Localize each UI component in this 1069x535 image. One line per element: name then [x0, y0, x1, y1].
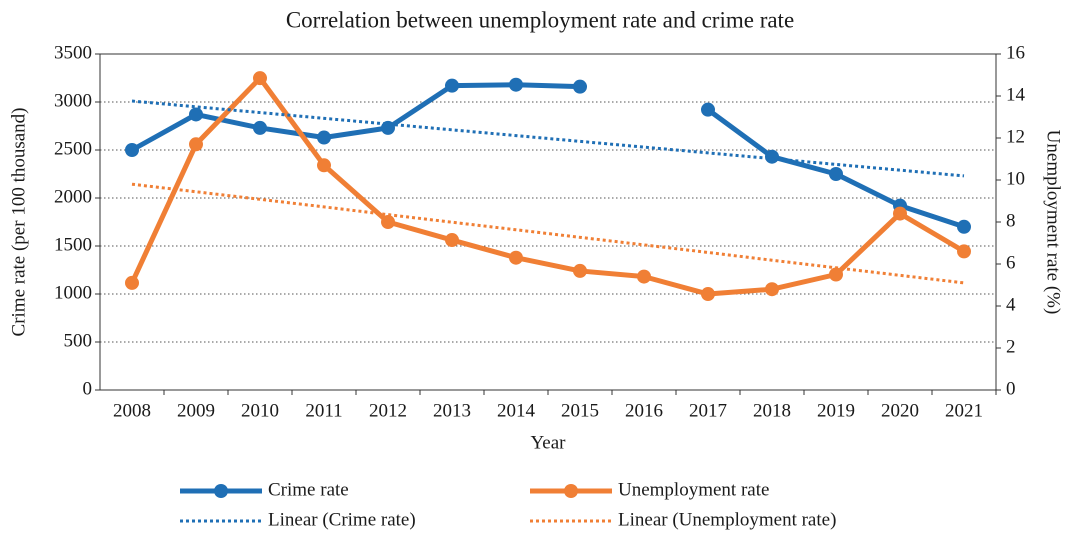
- y-tick-label: 3000: [54, 90, 92, 111]
- point: [957, 219, 971, 234]
- series-line: [130, 82, 965, 230]
- x-tick-label: 2014: [497, 400, 536, 421]
- legend-label: Linear (Unemployment rate): [618, 509, 836, 530]
- x-tick-label: 2009: [177, 400, 215, 421]
- point: [509, 77, 523, 92]
- point: [701, 287, 715, 302]
- x-tick-label: 2017: [689, 400, 727, 421]
- point: [573, 263, 587, 278]
- y-tick-label: 500: [64, 330, 93, 351]
- y2-tick-label: 16: [1006, 42, 1025, 63]
- y2-tick-label: 6: [1006, 252, 1016, 273]
- y2-tick-label: 12: [1006, 126, 1025, 147]
- chart-title: Correlation between unemployment rate an…: [286, 7, 794, 32]
- point: [125, 143, 139, 157]
- x-tick-label: 2019: [817, 400, 855, 421]
- point: [829, 167, 843, 181]
- trend-line: [131, 99, 965, 178]
- y2-tick-label: 8: [1006, 210, 1016, 231]
- x-tick-label: 2018: [753, 400, 791, 421]
- y2-tick-label: 14: [1006, 84, 1026, 105]
- series-line: [129, 75, 966, 297]
- point: [445, 233, 459, 248]
- point: [253, 71, 267, 86]
- point: [957, 244, 971, 259]
- point: [829, 267, 843, 282]
- trend-line: [131, 182, 965, 285]
- point: [189, 137, 203, 152]
- x-tick-label: 2021: [945, 400, 983, 421]
- x-tick-label: 2011: [305, 400, 342, 421]
- point: [317, 130, 331, 145]
- x-tick-label: 2020: [881, 400, 919, 421]
- point: [125, 275, 139, 290]
- point: [893, 206, 907, 221]
- point: [189, 107, 203, 122]
- x-tick-label: 2013: [433, 400, 471, 421]
- point: [253, 120, 267, 135]
- y-tick-label: 1000: [54, 282, 92, 303]
- y-tick-label: 3500: [54, 42, 92, 63]
- point: [765, 149, 779, 164]
- legend-label: Crime rate: [268, 479, 349, 500]
- y-tick-label: 1500: [54, 234, 92, 255]
- point: [701, 102, 715, 117]
- point: [445, 78, 459, 93]
- y2-tick-label: 10: [1006, 168, 1025, 189]
- y-axis-label: Crime rate (per 100 thousand): [8, 108, 29, 337]
- y-tick-label: 2500: [54, 138, 92, 159]
- y-tick-label: 0: [83, 378, 93, 399]
- y2-axis-label: Unemployment rate (%): [1043, 130, 1064, 315]
- legend-marker: [214, 484, 228, 498]
- x-axis-label: Year: [530, 432, 566, 453]
- y2-tick-label: 2: [1006, 336, 1016, 357]
- point: [573, 79, 587, 94]
- point: [637, 269, 651, 284]
- x-tick-label: 2008: [113, 400, 151, 421]
- point: [317, 158, 331, 173]
- legend-label: Linear (Crime rate): [268, 509, 416, 530]
- point: [765, 282, 779, 297]
- plot-frame: [99, 53, 997, 391]
- point: [509, 250, 523, 265]
- legend-label: Unemployment rate: [618, 479, 769, 500]
- y-tick-label: 2000: [54, 186, 92, 207]
- legend-marker: [564, 484, 578, 498]
- point: [381, 215, 395, 229]
- x-tick-label: 2012: [369, 400, 407, 421]
- x-tick-label: 2015: [561, 400, 599, 421]
- x-tick-label: 2016: [625, 400, 663, 421]
- x-tick-label: 2010: [241, 400, 279, 421]
- y2-tick-label: 0: [1006, 378, 1016, 399]
- y2-tick-label: 4: [1006, 294, 1016, 315]
